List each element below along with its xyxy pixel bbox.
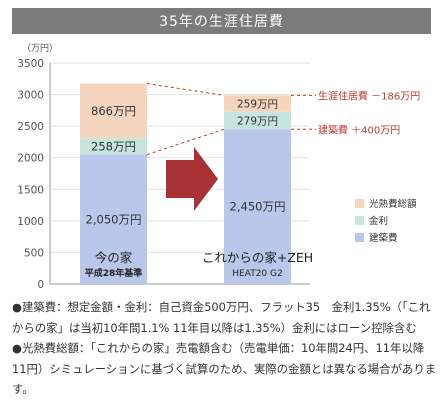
bar-segment — [80, 83, 147, 139]
annotation-label: 建築費 ＋400万円 — [318, 123, 400, 136]
legend-swatch — [355, 216, 364, 225]
y-tick-label: 1500 — [17, 184, 44, 196]
annotation-label: 生涯住居費 －186万円 — [318, 89, 420, 102]
chart-area: （万円） 0 500 1000 1500 2000 2500 3000 3500 2,050万円… — [0, 34, 443, 292]
data-label: 866万円 — [91, 104, 136, 118]
y-tick-label: 3000 — [17, 90, 44, 102]
chart-title-bar: 35年の生涯住居費 — [12, 8, 431, 34]
data-label: 2,050万円 — [86, 212, 142, 226]
bar-segment — [224, 129, 291, 284]
legend-label: 光熱費総額 — [369, 198, 417, 210]
stacked-bar-chart: （万円） 0 500 1000 1500 2000 2500 3000 3500 2,050万円… — [17, 43, 420, 291]
data-label: 279万円 — [237, 115, 278, 127]
y-tick-label: 2000 — [17, 153, 44, 165]
legend-swatch — [355, 233, 364, 242]
y-unit-label: （万円） — [22, 43, 58, 54]
footnote: ●建築費：想定金額・金利：自己資金500万円、フラット35 金利1.35%（「こ… — [12, 297, 437, 400]
x-category-sublabel: 平成28年基準 — [85, 267, 143, 279]
legend-label: 建築費 — [369, 232, 398, 244]
legend-label: 金利 — [369, 215, 388, 227]
legend-swatch — [355, 199, 364, 208]
right-arrow-icon — [166, 147, 218, 211]
y-tick-label: 3500 — [17, 58, 44, 70]
y-tick-label: 500 — [24, 247, 44, 259]
footnote-text: ●建築費：想定金額・金利：自己資金500万円、フラット35 金利1.35%（「こ… — [12, 300, 437, 396]
data-label: 259万円 — [237, 99, 278, 111]
y-tick-label: 2500 — [17, 121, 44, 133]
x-category-label: 今の家 — [95, 250, 133, 265]
bar-segment — [80, 138, 147, 155]
x-category-label: これからの家+ZEH — [202, 250, 313, 265]
bar-segment — [224, 95, 291, 112]
bars: 2,050万円 258万円 866万円 2,450万円 279万円 259万円 — [80, 83, 291, 284]
y-axis: （万円） 0 500 1000 1500 2000 2500 3000 3500 — [17, 43, 58, 291]
bar-segment — [80, 154, 147, 284]
data-label: 258万円 — [91, 139, 136, 153]
x-category-sublabel: HEAT20 G2 — [232, 269, 282, 279]
bar-segment — [224, 111, 291, 130]
y-tick-label: 0 — [37, 279, 44, 291]
data-label: 2,450万円 — [230, 200, 286, 214]
dashed-line — [146, 128, 225, 156]
y-tick-label: 1000 — [17, 216, 44, 228]
dashed-line — [146, 83, 225, 96]
chart-title: 35年の生涯住居費 — [159, 14, 284, 30]
